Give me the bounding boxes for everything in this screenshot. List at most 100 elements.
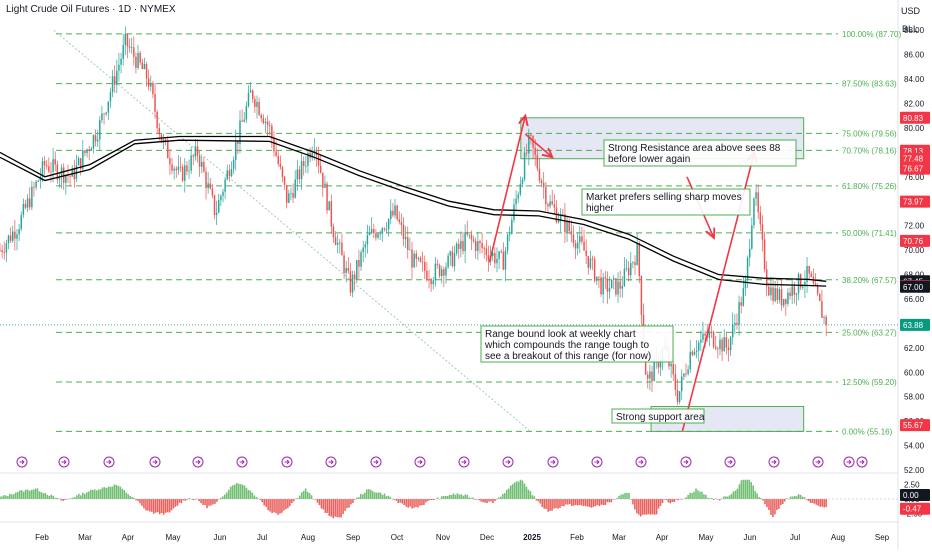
candle-body[interactable] <box>806 266 808 282</box>
candle-body[interactable] <box>145 63 148 79</box>
candle-body[interactable] <box>198 155 201 167</box>
candle-body[interactable] <box>105 112 107 114</box>
candle-body[interactable] <box>205 171 207 189</box>
price-tag[interactable] <box>900 162 930 175</box>
candle-body[interactable] <box>647 374 649 379</box>
candle-body[interactable] <box>748 248 751 258</box>
candle-body[interactable] <box>672 363 674 375</box>
candle-body[interactable] <box>215 212 218 216</box>
candle-body[interactable] <box>228 170 231 177</box>
candle-body[interactable] <box>523 152 526 180</box>
candle-body[interactable] <box>638 243 641 277</box>
candle-body[interactable] <box>519 183 522 195</box>
candle-body[interactable] <box>133 47 135 57</box>
candle-body[interactable] <box>33 186 35 188</box>
candle-body[interactable] <box>351 274 354 293</box>
candle-body[interactable] <box>285 184 288 203</box>
candle-body[interactable] <box>392 210 394 216</box>
price-tag[interactable] <box>900 111 930 124</box>
candle-body[interactable] <box>428 279 430 281</box>
candle-body[interactable] <box>283 176 286 185</box>
candle-body[interactable] <box>245 106 248 120</box>
candle-body[interactable] <box>307 152 309 166</box>
candle-body[interactable] <box>37 180 39 182</box>
candle-body[interactable] <box>494 253 496 264</box>
candle-body[interactable] <box>719 339 721 349</box>
candle-body[interactable] <box>761 224 764 240</box>
candle-body[interactable] <box>277 156 279 165</box>
candle-body[interactable] <box>472 239 475 242</box>
candle-body[interactable] <box>341 242 343 256</box>
candle-body[interactable] <box>725 337 728 348</box>
candle-body[interactable] <box>464 231 466 252</box>
candle-body[interactable] <box>330 201 333 227</box>
candle-body[interactable] <box>326 183 328 211</box>
candle-body[interactable] <box>797 274 800 294</box>
candle-body[interactable] <box>602 277 604 295</box>
candle-body[interactable] <box>627 267 630 276</box>
candle-body[interactable] <box>20 214 22 230</box>
candle-body[interactable] <box>26 198 29 208</box>
candle-body[interactable] <box>723 337 725 352</box>
candle-body[interactable] <box>670 363 672 367</box>
candle-body[interactable] <box>383 228 386 230</box>
candle-body[interactable] <box>821 300 823 318</box>
candle-body[interactable] <box>731 324 734 338</box>
candle-body[interactable] <box>390 210 392 220</box>
candle-body[interactable] <box>385 229 388 230</box>
candle-body[interactable] <box>65 175 67 183</box>
candle-body[interactable] <box>704 333 706 336</box>
candle-body[interactable] <box>375 233 377 238</box>
candle-body[interactable] <box>368 233 371 236</box>
candle-body[interactable] <box>179 166 182 168</box>
candle-body[interactable] <box>780 289 783 306</box>
candle-body[interactable] <box>158 127 161 135</box>
candle-body[interactable] <box>736 322 738 325</box>
candle-body[interactable] <box>474 241 477 251</box>
candle-body[interactable] <box>222 191 224 196</box>
candle-body[interactable] <box>424 262 426 271</box>
candle-body[interactable] <box>763 239 766 270</box>
candle-body[interactable] <box>502 251 505 270</box>
candle-body[interactable] <box>511 219 513 234</box>
candle-body[interactable] <box>394 205 396 216</box>
candle-body[interactable] <box>82 150 84 169</box>
candle-body[interactable] <box>211 188 214 196</box>
candle-body[interactable] <box>139 52 141 63</box>
candle-body[interactable] <box>755 192 757 199</box>
candle-body[interactable] <box>101 113 103 120</box>
candle-body[interactable] <box>251 90 254 99</box>
candle-body[interactable] <box>152 82 154 95</box>
candle-body[interactable] <box>381 228 384 234</box>
candle-body[interactable] <box>126 34 129 47</box>
candle-body[interactable] <box>169 158 171 165</box>
candle-body[interactable] <box>802 286 804 288</box>
candle-body[interactable] <box>398 219 401 223</box>
candle-body[interactable] <box>128 46 131 48</box>
candle-body[interactable] <box>258 101 260 115</box>
candle-body[interactable] <box>99 119 101 140</box>
candle-body[interactable] <box>328 201 330 211</box>
candle-body[interactable] <box>173 168 175 171</box>
candle-body[interactable] <box>702 333 704 340</box>
candle-body[interactable] <box>568 221 570 232</box>
candle-body[interactable] <box>419 257 422 262</box>
candle-body[interactable] <box>810 273 813 277</box>
candle-body[interactable] <box>28 198 31 208</box>
candle-body[interactable] <box>714 346 717 349</box>
candle-body[interactable] <box>430 280 432 285</box>
candle-body[interactable] <box>562 214 564 215</box>
price-tag[interactable] <box>900 152 930 165</box>
candle-body[interactable] <box>787 292 789 304</box>
candle-body[interactable] <box>311 152 313 158</box>
candle-body[interactable] <box>345 267 347 274</box>
candle-body[interactable] <box>88 149 90 151</box>
candle-body[interactable] <box>621 286 624 289</box>
candle-body[interactable] <box>1 250 3 253</box>
candle-body[interactable] <box>324 183 326 188</box>
candle-body[interactable] <box>479 241 481 244</box>
candle-body[interactable] <box>50 171 52 173</box>
candle-body[interactable] <box>613 278 615 280</box>
candle-body[interactable] <box>566 221 568 233</box>
candle-body[interactable] <box>22 203 25 215</box>
